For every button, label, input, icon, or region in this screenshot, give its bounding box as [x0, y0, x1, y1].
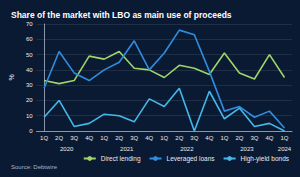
svg-text:Source: Debtwire: Source: Debtwire [11, 164, 58, 170]
svg-text:Leveraged loans: Leveraged loans [167, 155, 216, 163]
svg-text:1Q: 1Q [280, 135, 288, 141]
svg-text:70: 70 [26, 21, 33, 27]
svg-text:2021: 2021 [120, 146, 134, 152]
svg-text:4Q: 4Q [145, 135, 153, 141]
svg-text:2Q: 2Q [115, 135, 123, 141]
svg-text:3Q: 3Q [70, 135, 78, 141]
svg-text:2Q: 2Q [175, 135, 183, 141]
svg-text:2Q: 2Q [235, 135, 243, 141]
svg-text:Direct lending: Direct lending [101, 155, 141, 163]
svg-text:3Q: 3Q [130, 135, 138, 141]
svg-text:2023: 2023 [240, 146, 254, 152]
svg-text:2Q: 2Q [55, 135, 63, 141]
svg-text:High-yield bonds: High-yield bonds [241, 155, 290, 163]
svg-text:4Q: 4Q [205, 135, 213, 141]
svg-text:1Q: 1Q [220, 135, 228, 141]
svg-text:50: 50 [26, 52, 33, 58]
svg-text:30: 30 [26, 82, 33, 88]
svg-text:20: 20 [26, 97, 33, 103]
svg-text:3Q: 3Q [190, 135, 198, 141]
svg-text:60: 60 [26, 36, 33, 42]
svg-text:2024: 2024 [278, 146, 292, 152]
svg-text:2020: 2020 [60, 146, 74, 152]
svg-text:0: 0 [29, 128, 33, 134]
svg-text:4Q: 4Q [85, 135, 93, 141]
svg-text:1Q: 1Q [100, 135, 108, 141]
svg-text:3Q: 3Q [250, 135, 258, 141]
svg-text:2022: 2022 [180, 146, 194, 152]
svg-text:Share of the market with LBO a: Share of the market with LBO as main use… [11, 10, 232, 20]
svg-text:1Q: 1Q [160, 135, 168, 141]
svg-text:4Q: 4Q [265, 135, 273, 141]
svg-text:1Q: 1Q [40, 135, 48, 141]
svg-text:%: % [8, 74, 15, 80]
svg-text:10: 10 [26, 113, 33, 119]
svg-text:40: 40 [26, 67, 33, 73]
